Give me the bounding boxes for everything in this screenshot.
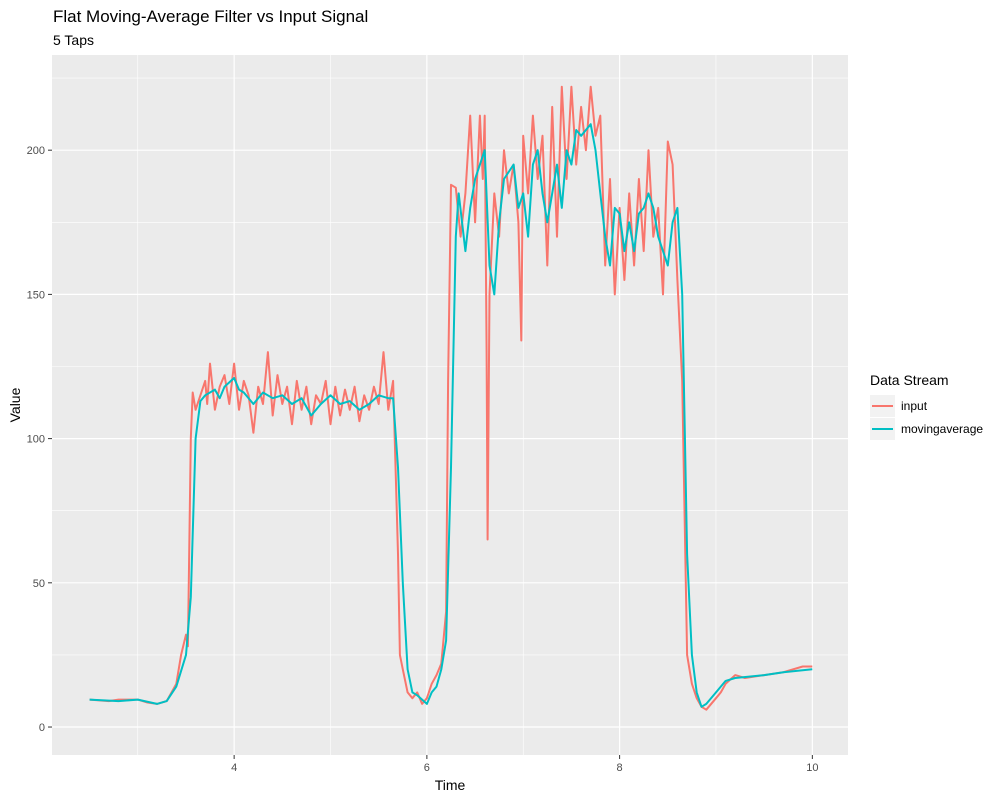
chart-title: Flat Moving-Average Filter vs Input Sign… xyxy=(53,7,369,26)
y-tick-label: 150 xyxy=(27,289,45,301)
y-tick-label: 200 xyxy=(27,145,45,157)
y-tick-label: 0 xyxy=(39,722,45,734)
x-tick-label: 10 xyxy=(806,762,818,774)
legend-label-input: input xyxy=(901,399,928,413)
y-axis-label: Value xyxy=(7,387,23,422)
x-tick-label: 4 xyxy=(231,762,237,774)
series-line-movingaverage xyxy=(89,123,813,708)
legend-label-movingaverage: movingaverage xyxy=(901,422,983,436)
x-tick-label: 6 xyxy=(424,762,430,774)
legend: Data Stream input movingaverage xyxy=(870,372,983,440)
legend-title: Data Stream xyxy=(870,372,949,388)
x-tick-label: 8 xyxy=(617,762,623,774)
series-line-input xyxy=(89,85,813,711)
panel-background xyxy=(52,55,848,755)
y-tick-label: 100 xyxy=(27,434,45,446)
x-axis-label: Time xyxy=(435,777,466,793)
chart-subtitle: 5 Taps xyxy=(53,32,94,48)
y-tick-label: 50 xyxy=(33,578,45,590)
